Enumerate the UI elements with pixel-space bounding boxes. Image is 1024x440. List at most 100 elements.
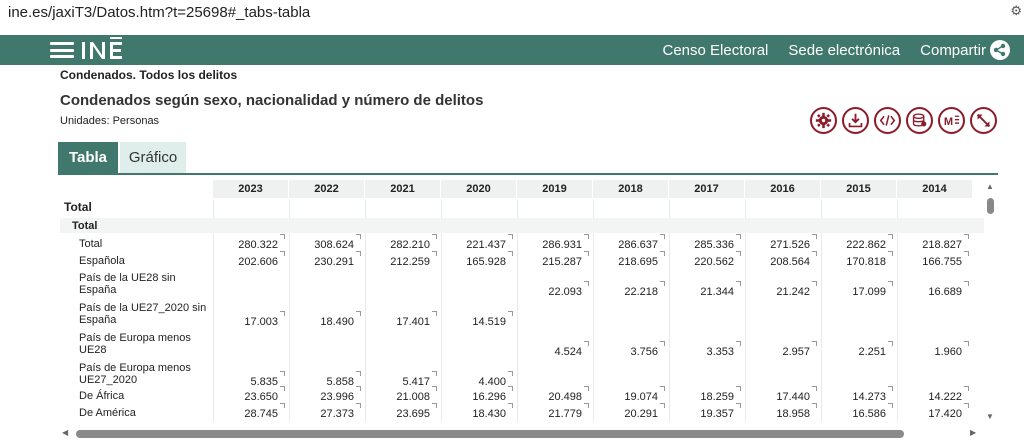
scroll-left-arrow-icon[interactable]: ◀ <box>62 428 69 437</box>
table-cell[interactable]: 271.526 <box>750 234 817 251</box>
table-cell[interactable]: 21.779 <box>522 403 589 420</box>
table-cell[interactable]: 215.287 <box>522 251 589 268</box>
table-cell[interactable]: 212.259 <box>370 251 437 268</box>
table-cell[interactable]: 17.099 <box>826 281 893 298</box>
table-cell[interactable]: 17.420 <box>902 403 969 420</box>
column-header-year[interactable]: 2020 <box>441 180 517 198</box>
table-cell[interactable]: 28.745 <box>218 403 285 420</box>
column-header-year[interactable]: 2023 <box>213 180 289 198</box>
table-cell[interactable]: 5.835 <box>218 371 285 388</box>
table-cell[interactable]: 286.637 <box>598 234 665 251</box>
scroll-right-arrow-icon[interactable]: ▶ <box>970 428 977 437</box>
table-cell[interactable]: 18.490 <box>294 311 361 328</box>
table-cell[interactable]: 21.242 <box>750 281 817 298</box>
table-row-label: Total <box>79 238 103 250</box>
top-nav: Censo Electoral Sede electrónica Compart… <box>643 35 1010 65</box>
column-header-year[interactable]: 2022 <box>289 180 365 198</box>
column-header-year[interactable]: 2017 <box>669 180 745 198</box>
table-cell[interactable]: 16.689 <box>902 281 969 298</box>
table-cell[interactable]: 21.344 <box>674 281 741 298</box>
table-cell[interactable]: 16.586 <box>826 403 893 420</box>
table-cell[interactable]: 17.003 <box>218 311 285 328</box>
table-cell[interactable]: 286.931 <box>522 234 589 251</box>
site-info-icon[interactable]: ⚙ <box>1010 3 1022 18</box>
url-text[interactable]: ine.es/jaxiT3/Datos.htm?t=25698#_tabs-ta… <box>8 4 311 21</box>
embed-code-icon[interactable] <box>874 107 901 134</box>
nav-sede-electronica[interactable]: Sede electrónica <box>788 41 901 59</box>
table-cell[interactable]: 4.524 <box>522 341 589 358</box>
table-cell[interactable]: 280.322 <box>218 234 285 251</box>
tab-grafico[interactable]: Gráfico <box>120 142 186 173</box>
share-button[interactable]: Compartir <box>920 40 1010 60</box>
markdown-icon[interactable]: M <box>938 107 965 134</box>
column-header-year[interactable]: 2015 <box>821 180 897 198</box>
table-cell[interactable]: 308.624 <box>294 234 361 251</box>
table-cell[interactable]: 220.562 <box>674 251 741 268</box>
table-cell[interactable]: 202.606 <box>218 251 285 268</box>
table-cell[interactable]: 221.437 <box>446 234 513 251</box>
table-cell[interactable]: 18.430 <box>446 403 513 420</box>
table-cell[interactable]: 22.093 <box>522 281 589 298</box>
horizontal-scrollbar[interactable]: ◀ ▶ <box>60 428 982 440</box>
table-cell[interactable]: 22.218 <box>598 281 665 298</box>
horizontal-scroll-thumb[interactable] <box>76 430 904 438</box>
hamburger-menu-icon[interactable] <box>50 42 74 58</box>
table-cell[interactable]: 170.818 <box>826 251 893 268</box>
table-cell[interactable]: 2.957 <box>750 341 817 358</box>
table-cell[interactable]: 2.251 <box>826 341 893 358</box>
database-icon[interactable] <box>906 107 933 134</box>
table-cell[interactable]: 27.373 <box>294 403 361 420</box>
expand-icon[interactable] <box>970 107 997 134</box>
nav-censo-electoral[interactable]: Censo Electoral <box>662 41 769 59</box>
scroll-down-arrow-icon[interactable]: ▼ <box>986 412 994 421</box>
table-cell[interactable]: 16.296 <box>446 386 513 403</box>
table-cell[interactable]: 14.222 <box>902 386 969 403</box>
table-cell[interactable]: 20.498 <box>522 386 589 403</box>
column-header-year[interactable]: 2019 <box>517 180 593 198</box>
table-cell[interactable]: 18.958 <box>750 403 817 420</box>
table-cell[interactable]: 165.928 <box>446 251 513 268</box>
share-icon <box>990 40 1010 60</box>
browser-address-bar[interactable]: ine.es/jaxiT3/Datos.htm?t=25698#_tabs-ta… <box>0 0 1024 36</box>
table-cell[interactable]: 3.756 <box>598 341 665 358</box>
table-cell[interactable]: 208.564 <box>750 251 817 268</box>
tab-tabla[interactable]: Tabla <box>58 142 118 173</box>
download-icon[interactable] <box>842 107 869 134</box>
ine-logo[interactable] <box>80 36 130 70</box>
table-cell[interactable]: 14.519 <box>446 311 513 328</box>
table-cell[interactable]: 218.827 <box>902 234 969 251</box>
vertical-scroll-thumb[interactable] <box>987 198 994 214</box>
column-header-year[interactable]: 2018 <box>593 180 669 198</box>
tab-underline <box>58 173 998 175</box>
table-cell[interactable]: 5.417 <box>370 371 437 388</box>
table-cell[interactable]: 23.650 <box>218 386 285 403</box>
table-cell[interactable]: 5.858 <box>294 371 361 388</box>
column-header-year[interactable]: 2021 <box>365 180 441 198</box>
table-cell[interactable]: 282.210 <box>370 234 437 251</box>
column-header-year[interactable]: 2014 <box>897 180 973 198</box>
table-cell[interactable]: 285.336 <box>674 234 741 251</box>
table-cell[interactable]: 218.695 <box>598 251 665 268</box>
settings-icon[interactable] <box>810 107 837 134</box>
table-cell[interactable]: 20.291 <box>598 403 665 420</box>
table-cell[interactable]: 17.440 <box>750 386 817 403</box>
table-cell[interactable]: 3.353 <box>674 341 741 358</box>
scroll-up-arrow-icon[interactable]: ▲ <box>986 182 994 191</box>
vertical-scrollbar[interactable]: ▲ ▼ <box>984 180 996 424</box>
table-cell[interactable]: 23.695 <box>370 403 437 420</box>
column-header-year[interactable]: 2016 <box>745 180 821 198</box>
table-cell[interactable]: 14.273 <box>826 386 893 403</box>
group-row-band <box>60 218 984 233</box>
table-cell[interactable]: 19.074 <box>598 386 665 403</box>
table-cell[interactable]: 166.755 <box>902 251 969 268</box>
table-cell[interactable]: 1.960 <box>902 341 969 358</box>
column-divider <box>517 200 518 422</box>
table-cell[interactable]: 222.862 <box>826 234 893 251</box>
table-cell[interactable]: 4.400 <box>446 371 513 388</box>
table-cell[interactable]: 17.401 <box>370 311 437 328</box>
table-cell[interactable]: 18.259 <box>674 386 741 403</box>
table-cell[interactable]: 19.357 <box>674 403 741 420</box>
table-cell[interactable]: 23.996 <box>294 386 361 403</box>
table-cell[interactable]: 230.291 <box>294 251 361 268</box>
table-cell[interactable]: 21.008 <box>370 386 437 403</box>
